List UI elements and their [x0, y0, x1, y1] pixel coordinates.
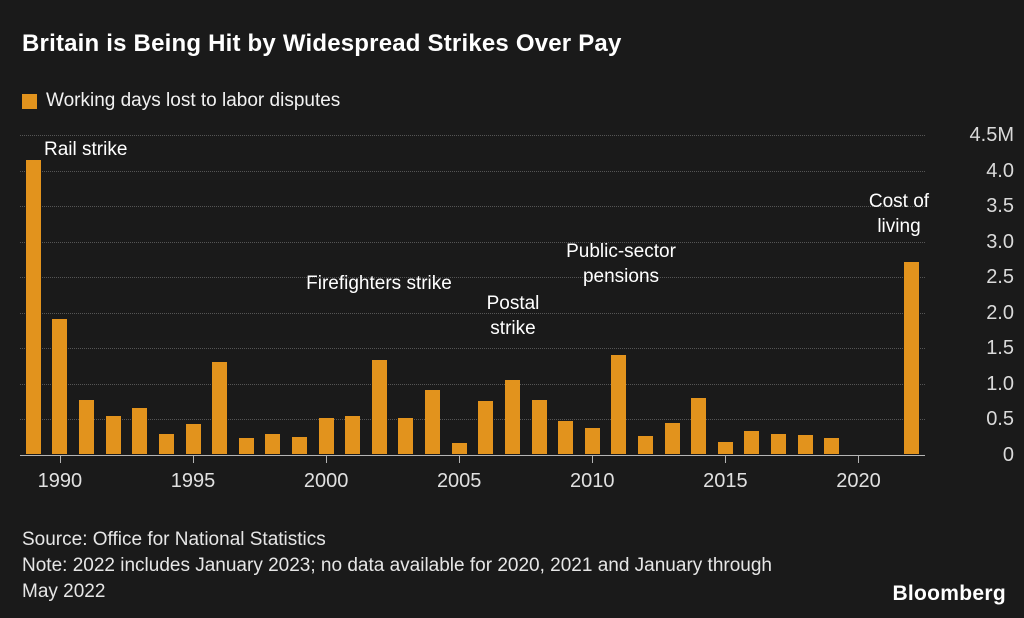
gridline: [20, 170, 925, 172]
bar-1995: [185, 424, 201, 454]
bar-2011: [611, 355, 627, 454]
y-axis-label-1.5: 1.5: [986, 337, 1014, 360]
bar-1994: [158, 434, 174, 454]
chart-title: Britain is Being Hit by Widespread Strik…: [22, 30, 622, 57]
x-axis-tick-2005: [459, 456, 461, 463]
bar-2000: [318, 418, 334, 454]
gridline: [20, 312, 925, 314]
legend: Working days lost to labor disputes: [22, 90, 340, 112]
bar-1997: [238, 437, 254, 454]
y-axis-label-3.5: 3.5: [986, 195, 1014, 218]
gridline: [20, 135, 925, 136]
annotation-postal-strike: Postal strike: [487, 291, 540, 341]
bar-2017: [771, 434, 787, 454]
y-axis-label-0: 0: [1002, 444, 1014, 466]
gridline: [20, 206, 925, 208]
y-axis-label-3.0: 3.0: [986, 230, 1014, 253]
x-axis-label-1990: 1990: [37, 470, 83, 492]
bar-2001: [345, 416, 361, 454]
bar-2003: [398, 418, 414, 454]
footer: Source: Office for National Statistics N…: [22, 527, 802, 606]
x-axis-tick-2015: [725, 456, 727, 463]
bar-2018: [797, 434, 813, 454]
annotation-cost-of-living: Cost of living: [869, 189, 929, 239]
y-axis-label-4.5M: 4.5M: [969, 124, 1014, 146]
gridline: [20, 277, 925, 279]
bar-2010: [584, 427, 600, 454]
bar-2022: [904, 262, 920, 454]
bar-2007: [504, 380, 520, 454]
bar-2014: [691, 397, 707, 454]
annotation-line: Postal: [486, 293, 540, 314]
x-axis-label-2005: 2005: [436, 470, 482, 492]
annotation-firefighters-strike: Firefighters strike: [306, 271, 452, 296]
y-axis-label-2.5: 2.5: [986, 266, 1014, 289]
gridline: [20, 241, 925, 243]
annotation-rail-strike: Rail strike: [44, 137, 127, 162]
bar-2009: [558, 421, 574, 454]
bar-1996: [212, 361, 228, 454]
x-axis-tick-1995: [193, 456, 194, 463]
bloomberg-logo: Bloomberg: [892, 582, 1006, 605]
y-axis-label-4.0: 4.0: [986, 159, 1014, 182]
x-axis-tick-2000: [326, 456, 328, 463]
annotation-line: Public-sector: [566, 241, 676, 262]
note-text: Note: 2022 includes January 2023; no dat…: [22, 555, 772, 603]
bar-2004: [425, 390, 441, 454]
y-axis-label-2.0: 2.0: [986, 301, 1014, 324]
annotation-public-sector-pensions: Public-sector pensions: [566, 239, 676, 289]
annotation-line: living: [877, 216, 921, 238]
gridline: [20, 383, 925, 385]
legend-swatch-icon: [22, 93, 37, 109]
bar-2019: [824, 437, 840, 454]
bar-1991: [79, 399, 95, 454]
y-axis-label-1.0: 1.0: [986, 372, 1014, 395]
gridline: [20, 419, 925, 421]
annotation-line: Rail strike: [44, 139, 128, 160]
x-axis-label-2015: 2015: [703, 470, 748, 492]
bar-2002: [371, 360, 387, 454]
bar-2008: [531, 399, 547, 454]
source-text: Source: Office for National Statistics: [22, 529, 326, 550]
bar-1998: [265, 434, 281, 454]
x-axis-label-2020: 2020: [836, 470, 881, 492]
plot-area: [20, 135, 925, 456]
bar-1992: [105, 416, 121, 454]
x-axis-label-1995: 1995: [170, 470, 216, 492]
x-axis-tick-1990: [59, 456, 61, 463]
annotation-line: strike: [490, 318, 536, 340]
bar-2012: [638, 436, 653, 454]
annotation-line: pensions: [582, 266, 660, 288]
bar-2015: [717, 441, 733, 454]
x-axis-label-2010: 2010: [570, 470, 615, 492]
bar-2016: [744, 431, 760, 454]
legend-label: Working days lost to labor disputes: [46, 90, 341, 111]
bar-1993: [132, 407, 148, 454]
x-axis-label-2000: 2000: [303, 470, 349, 492]
bar-1999: [291, 436, 307, 454]
bar-1990: [52, 318, 68, 454]
x-axis-line: [20, 455, 925, 456]
bar-1989: [25, 160, 41, 454]
x-axis-tick-2010: [592, 456, 594, 463]
bar-2006: [478, 400, 494, 454]
x-axis-tick-2020: [858, 456, 860, 463]
annotation-line: Cost of: [868, 191, 930, 212]
annotation-line: Firefighters strike: [306, 273, 452, 294]
bar-2013: [664, 422, 680, 454]
bar-2005: [451, 442, 467, 454]
gridline: [20, 348, 925, 350]
y-axis-label-0.5: 0.5: [986, 408, 1014, 431]
